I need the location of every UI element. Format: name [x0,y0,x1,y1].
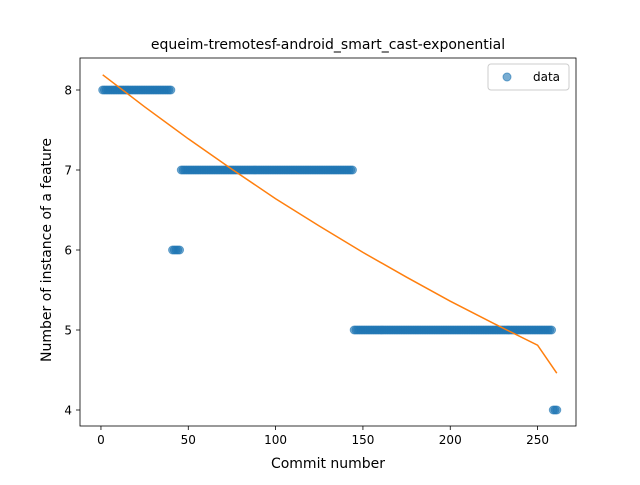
x-axis-label: Commit number [271,456,385,472]
y-tick-label: 5 [64,324,72,338]
data-point [175,245,185,255]
data-point [552,405,562,415]
x-tick-label: 250 [526,433,549,447]
y-tick-label: 8 [64,84,72,98]
x-tick-label: 0 [97,433,105,447]
plot-area: 0 50 100 150 200 250 4 5 6 7 8 data [64,57,577,447]
data-point [347,165,357,175]
y-tick-label: 6 [64,244,72,258]
x-tick-label: 100 [264,433,287,447]
fit-line [102,74,558,374]
y-axis-label: Number of instance of a feature [39,138,55,362]
x-tick-label: 200 [439,433,462,447]
legend-label: data [533,70,560,84]
x-tick-label: 50 [181,433,196,447]
legend-box [487,63,570,91]
data-point [547,325,557,335]
data-point [166,85,176,95]
y-tick-label: 7 [64,164,72,178]
legend-marker [502,72,512,82]
y-tick-label: 4 [64,404,72,418]
x-tick-label: 150 [351,433,374,447]
axes-frame [79,57,577,427]
chart-title: equeim-tremotesf-android_smart_cast-expo… [151,37,505,53]
